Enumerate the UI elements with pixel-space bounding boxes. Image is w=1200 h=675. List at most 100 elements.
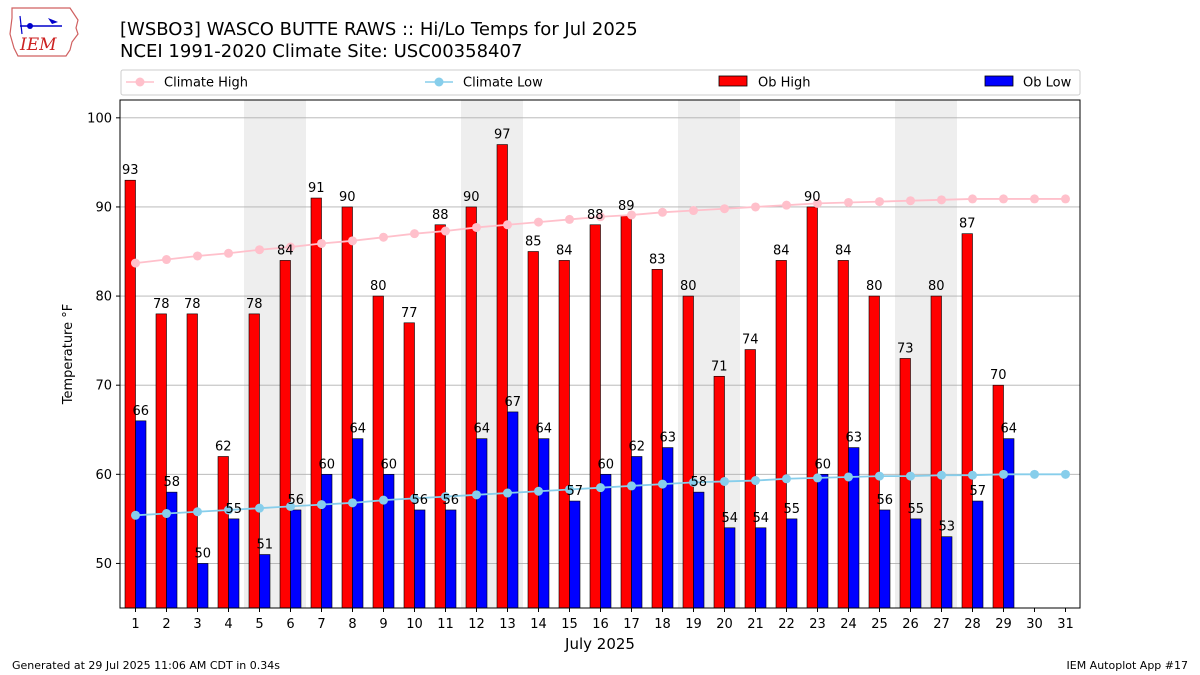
ob-low-bar <box>662 447 674 609</box>
climate-low-point <box>317 500 326 510</box>
ob-high-value-label: 78 <box>184 297 201 312</box>
ob-high-value-label: 80 <box>680 279 697 294</box>
ob-low-value-label: 58 <box>163 475 180 490</box>
climate-low-point <box>596 483 605 493</box>
x-axis-label: July 2025 <box>564 635 635 653</box>
ob-high-bar <box>806 206 818 609</box>
x-tick-label: 28 <box>964 617 981 632</box>
y-tick-label: 70 <box>95 379 112 394</box>
x-tick-label: 15 <box>561 617 578 632</box>
ob-high-value-label: 80 <box>866 279 883 294</box>
ob-low-value-label: 56 <box>287 493 304 508</box>
ob-high-value-label: 90 <box>804 190 821 205</box>
y-axis-label: Temperature °F <box>61 304 76 405</box>
ob-high-value-label: 71 <box>711 359 728 374</box>
climate-low-point <box>751 476 760 486</box>
ob-high-value-label: 87 <box>959 217 976 232</box>
ob-low-bar <box>414 509 426 609</box>
x-tick-label: 7 <box>317 617 325 632</box>
ob-high-value-label: 90 <box>463 190 480 205</box>
climate-low-point <box>658 479 667 489</box>
ob-low-bar <box>724 527 736 609</box>
ob-low-value-label: 64 <box>535 422 552 437</box>
ob-low-value-label: 54 <box>721 511 738 526</box>
ob-high-bar <box>868 295 880 609</box>
ob-high-value-label: 80 <box>928 279 945 294</box>
ob-high-value-label: 80 <box>370 279 387 294</box>
ob-low-bar <box>755 527 767 609</box>
ob-low-bar <box>569 500 581 609</box>
ob-high-value-label: 89 <box>618 199 635 214</box>
x-tick-label: 29 <box>995 617 1012 632</box>
climate-low-point <box>1061 469 1070 479</box>
x-tick-label: 27 <box>933 617 950 632</box>
ob-low-value-label: 53 <box>938 520 955 535</box>
legend-climate-low-marker <box>434 77 444 87</box>
ob-low-bar <box>786 518 798 609</box>
legend-ob-low-swatch <box>984 75 1014 87</box>
ob-low-bar <box>600 474 612 609</box>
ob-high-bar <box>713 375 725 609</box>
climate-high-point <box>844 197 853 207</box>
x-tick-label: 17 <box>623 617 640 632</box>
climate-low-point <box>813 473 822 483</box>
x-tick-label: 18 <box>654 617 671 632</box>
footer-generated: Generated at 29 Jul 2025 11:06 AM CDT in… <box>12 659 280 672</box>
climate-high-point <box>193 251 202 261</box>
climate-low-point <box>1030 469 1039 479</box>
ob-low-bar <box>1003 438 1015 609</box>
climate-high-point <box>782 200 791 210</box>
ob-high-bar <box>682 295 694 609</box>
climate-high-point <box>596 212 605 222</box>
ob-low-value-label: 57 <box>969 484 986 499</box>
ob-low-bar <box>848 447 860 609</box>
ob-low-value-label: 55 <box>907 502 924 517</box>
x-tick-label: 4 <box>224 617 232 632</box>
climate-low-point <box>937 470 946 480</box>
x-tick-label: 10 <box>406 617 423 632</box>
ob-high-bar <box>310 197 322 609</box>
ob-high-bar <box>434 224 446 609</box>
climate-low-point <box>348 498 357 508</box>
climate-high-point <box>317 238 326 248</box>
ob-low-bar <box>445 509 457 609</box>
climate-low-point <box>162 509 171 519</box>
climate-high-point <box>751 202 760 212</box>
climate-low-point <box>627 481 636 491</box>
legend-climate-high-label: Climate High <box>164 76 248 91</box>
climate-low-point <box>999 469 1008 479</box>
climate-low-point <box>689 477 698 487</box>
ob-high-bar <box>403 322 415 609</box>
ob-high-value-label: 84 <box>277 243 294 258</box>
ob-high-value-label: 62 <box>215 439 232 454</box>
climate-low-point <box>534 486 543 496</box>
climate-high-point <box>472 222 481 232</box>
ob-high-bar <box>341 206 353 609</box>
ob-high-bar <box>155 313 167 609</box>
y-tick-label: 60 <box>95 468 112 483</box>
climate-high-point <box>658 207 667 217</box>
chart-title-line-1: [WSBO3] WASCO BUTTE RAWS :: Hi/Lo Temps … <box>120 19 638 40</box>
climate-low-point <box>379 495 388 505</box>
legend-ob-high-swatch <box>718 75 748 87</box>
x-tick-label: 1 <box>131 617 139 632</box>
x-tick-label: 23 <box>809 617 826 632</box>
ob-low-value-label: 63 <box>845 431 862 446</box>
ob-high-value-label: 84 <box>556 243 573 258</box>
y-tick-label: 50 <box>95 557 112 572</box>
legend: Climate High Climate Low Ob High Ob Low <box>120 69 1081 96</box>
x-tick-label: 3 <box>193 617 201 632</box>
climate-low-point <box>875 471 884 481</box>
climate-low-point <box>131 510 140 520</box>
x-tick-label: 16 <box>592 617 609 632</box>
climate-high-point <box>565 214 574 224</box>
ob-high-value-label: 77 <box>401 306 418 321</box>
ob-high-bar <box>558 260 570 609</box>
ob-high-value-label: 78 <box>246 297 263 312</box>
ob-high-bar <box>930 295 942 609</box>
x-tick-label: 8 <box>348 617 356 632</box>
climate-low-point <box>565 484 574 494</box>
x-tick-label: 14 <box>530 617 547 632</box>
climate-high-point <box>162 255 171 265</box>
